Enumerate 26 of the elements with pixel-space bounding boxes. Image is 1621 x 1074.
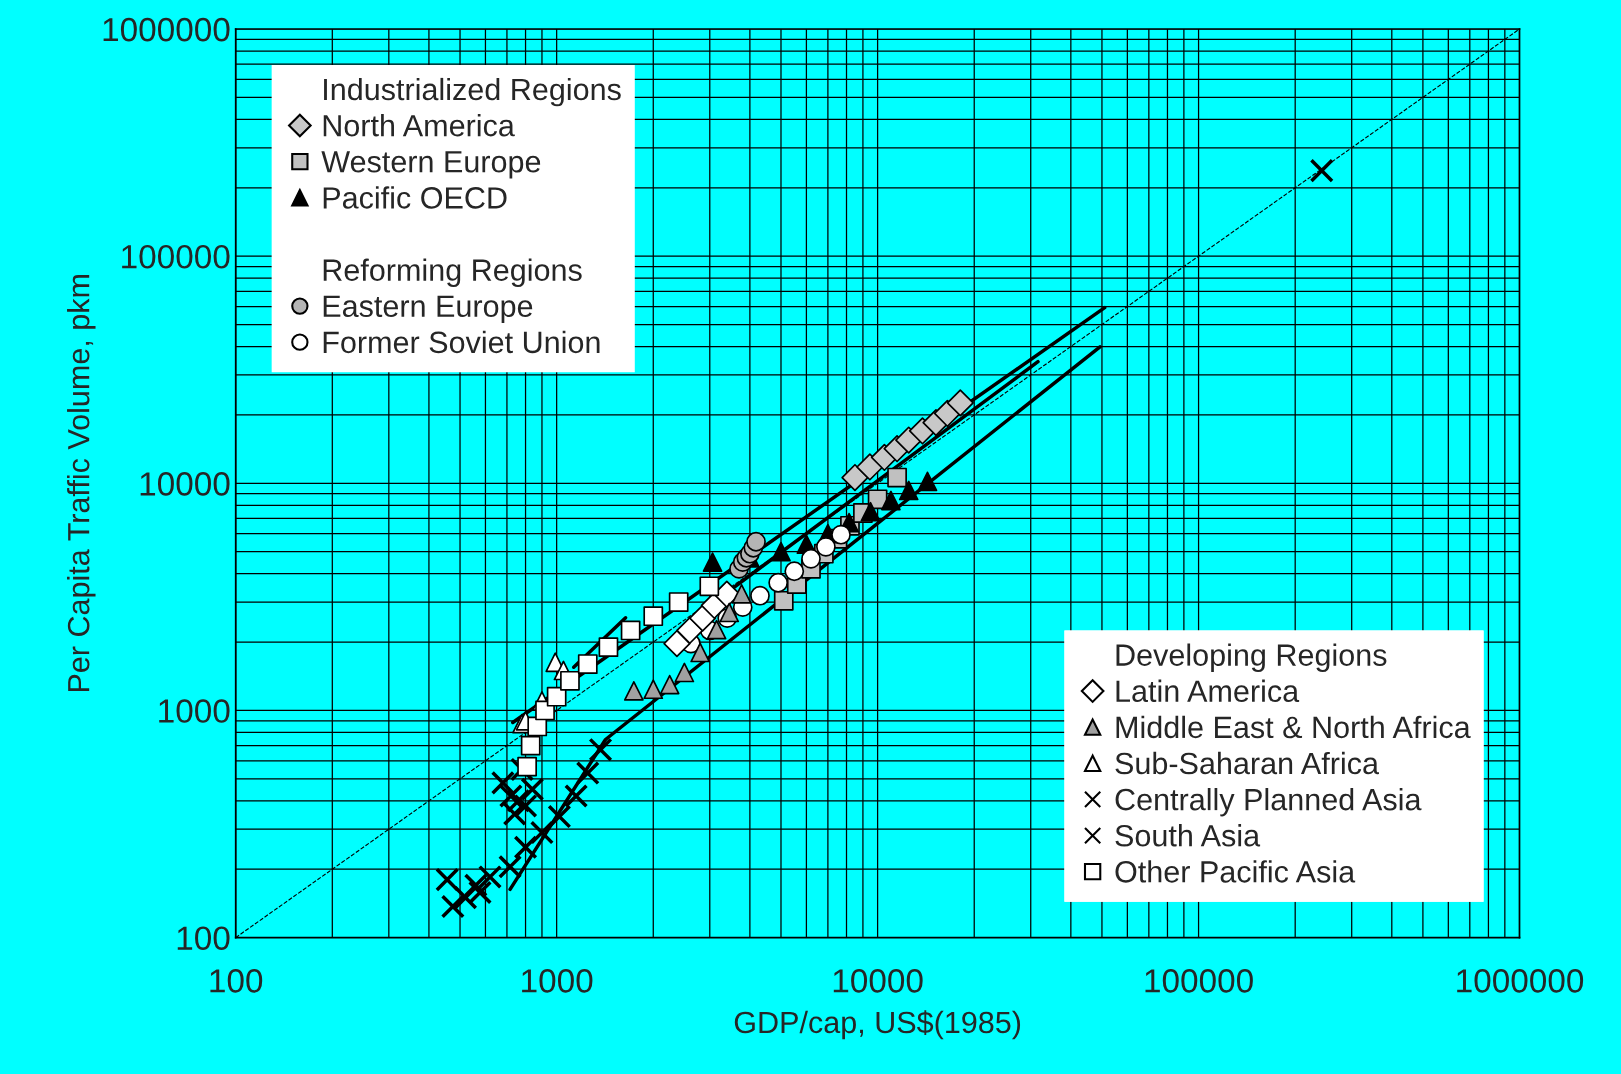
legend-label: North America (323, 114, 515, 137)
y-tick-label: 1000 (159, 699, 230, 723)
x-tick-label: 100000 (1145, 969, 1253, 993)
x-tick-label: 10000 (833, 969, 923, 993)
x-tick-label: 100 (210, 969, 263, 993)
y-tick-label: 100000 (122, 244, 230, 269)
y-tick-label: 10000 (140, 472, 230, 496)
text: Reforming Regions (323, 258, 582, 287)
legend-label: Middle East & North Africa (1116, 715, 1471, 739)
legend-label: Former Soviet Union (323, 330, 600, 354)
legend-label: Eastern Europe (323, 295, 533, 324)
x-tick-label: 1000 (522, 969, 593, 993)
y-tick-label: 100 (177, 926, 230, 951)
x-tick-label: 1000000 (1457, 969, 1584, 993)
legend-label: Western Europe (321, 151, 541, 179)
legend-label: Sub-Saharan Africa (1115, 751, 1379, 775)
y-tick-label: 1000000 (103, 17, 230, 42)
text: Developing Regions (1116, 643, 1387, 672)
legend-label: Other Pacific Asia (1115, 860, 1356, 883)
y-axis-title: Per Capita Traffic Volume, pkm (67, 274, 96, 692)
legend-label: Latin America (1116, 679, 1300, 703)
legend-label: South Asia (1115, 824, 1261, 847)
text: Industrialized Regions (324, 77, 621, 107)
legend-label: Centrally Planned Asia (1115, 787, 1422, 817)
x-axis-title: GDP/cap, US$(1985) (734, 1010, 1021, 1040)
legend-label: Pacific OECD (323, 186, 507, 209)
